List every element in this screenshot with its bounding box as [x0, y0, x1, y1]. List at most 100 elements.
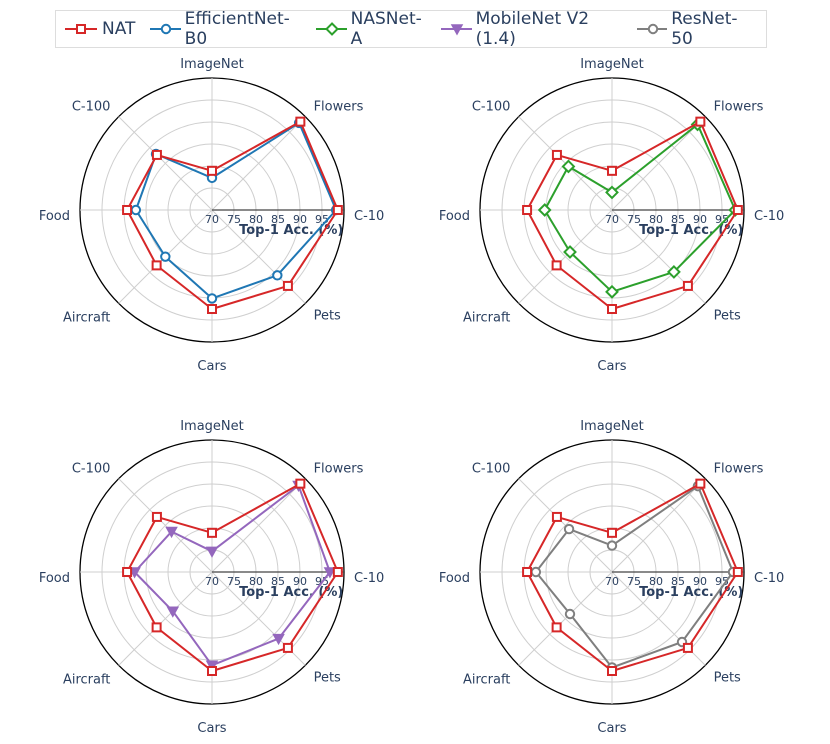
data-point-pets — [272, 270, 283, 281]
legend-label: NASNet-A — [350, 9, 422, 49]
axis-label-c-10: C-10 — [754, 209, 784, 224]
radial-tick-label: 80 — [649, 575, 663, 588]
data-point-flowers — [695, 116, 706, 127]
radial-tick-label: 80 — [649, 213, 663, 226]
data-point-imagenet — [606, 540, 618, 551]
data-point-c-100 — [561, 159, 576, 174]
grid-spoke — [518, 571, 613, 666]
axis-label-c-10: C-10 — [354, 209, 384, 224]
series-nat — [122, 116, 343, 314]
data-point-aircraft — [551, 260, 562, 271]
radial-tick-label: 90 — [693, 575, 707, 588]
radial-tick-label: 85 — [271, 213, 285, 226]
data-point-c-10 — [732, 567, 743, 577]
data-point-aircraft — [166, 606, 180, 618]
data-point-cars — [607, 304, 617, 314]
data-point-c-100 — [151, 149, 162, 160]
data-point-c-10 — [323, 567, 337, 579]
axis-label-pets: Pets — [714, 309, 741, 324]
legend-item-nasnet-a[interactable]: NASNet-A — [315, 9, 426, 49]
radial-tick-label: 85 — [271, 575, 285, 588]
radial-tick-label: 90 — [693, 213, 707, 226]
axis-label-flowers: Flowers — [714, 461, 764, 476]
radial-tick-label: 85 — [671, 575, 685, 588]
data-point-cars — [206, 293, 218, 304]
legend-item-nat[interactable]: NAT — [64, 19, 135, 39]
legend-label: ResNet-50 — [671, 9, 738, 49]
radial-tick-label: 70 — [205, 575, 219, 588]
legend-marker — [161, 23, 172, 35]
grid-spoke — [211, 116, 306, 211]
legend-symbol — [636, 23, 668, 35]
legend[interactable]: NAT EfficientNet-B0 NASNet-A MobileNet V2 (… — [55, 9, 767, 49]
legend-marker — [325, 22, 340, 36]
data-point-food — [522, 567, 533, 577]
radial-tick-label: 70 — [605, 213, 619, 226]
data-point-food — [130, 204, 142, 216]
radial-tick-label: 95 — [715, 575, 729, 588]
axis-label-imagenet: ImageNet — [580, 57, 644, 72]
data-point-c-100 — [551, 149, 562, 160]
series-efficientnet-b0 — [130, 117, 342, 304]
legend-symbol — [65, 24, 97, 34]
legend-marker — [451, 24, 464, 36]
legend-label: NAT — [102, 19, 136, 39]
data-point-food — [122, 567, 133, 577]
radial-tick-label: 90 — [293, 213, 307, 226]
radial-tick-label: 70 — [605, 575, 619, 588]
data-point-pets — [272, 633, 285, 646]
data-point-pets — [667, 265, 681, 279]
axis-label-c-100: C-100 — [72, 461, 111, 476]
axis-label-aircraft: Aircraft — [63, 673, 110, 688]
data-point-aircraft — [160, 251, 171, 262]
data-point-imagenet — [605, 185, 619, 200]
data-point-pets — [682, 642, 693, 653]
legend-item-mobilenet-v2-1-4[interactable]: MobileNet V2 (1.4) — [440, 9, 622, 49]
axis-label-cars: Cars — [197, 359, 226, 374]
data-point-pets — [282, 642, 293, 653]
radial-tick-label: 75 — [227, 575, 241, 588]
grid-spoke — [611, 478, 706, 573]
axis-label-flowers: Flowers — [314, 461, 364, 476]
data-point-flowers — [695, 478, 706, 489]
data-point-pets — [682, 280, 693, 291]
series-nat — [522, 116, 743, 314]
data-point-c-10 — [332, 567, 343, 577]
radial-tick-label: 70 — [205, 213, 219, 226]
data-point-c-10 — [332, 205, 343, 215]
grid-spoke — [211, 478, 306, 573]
radial-tick-label: 90 — [293, 575, 307, 588]
data-point-aircraft — [151, 622, 162, 633]
radial-tick-label: 75 — [627, 575, 641, 588]
axis-label-food: Food — [39, 209, 70, 224]
data-point-food — [122, 205, 133, 215]
axis-label-flowers: Flowers — [314, 99, 364, 114]
grid-spoke — [611, 116, 706, 211]
legend-marker — [647, 23, 659, 35]
axis-label-pets: Pets — [314, 309, 341, 324]
radial-axis-title: Top-1 Acc. (%) — [639, 585, 743, 600]
radial-tick-label: 75 — [227, 213, 241, 226]
data-point-cars — [607, 666, 617, 676]
radial-axis-title: Top-1 Acc. (%) — [239, 223, 343, 238]
data-point-aircraft — [563, 245, 577, 259]
axis-label-food: Food — [39, 571, 70, 586]
legend-item-efficientnet-b0[interactable]: EfficientNet-B0 — [149, 9, 301, 49]
axis-label-c-10: C-10 — [754, 571, 784, 586]
grid-spoke — [118, 116, 213, 211]
data-point-flowers — [295, 478, 306, 489]
data-point-cars — [605, 284, 619, 299]
legend-label: MobileNet V2 (1.4) — [475, 9, 590, 49]
legend-item-resnet-50[interactable]: ResNet-50 — [636, 9, 752, 49]
data-point-cars — [205, 660, 219, 672]
legend-symbol — [316, 22, 347, 36]
axis-label-flowers: Flowers — [714, 99, 764, 114]
data-point-flowers — [295, 116, 306, 127]
series-nat — [522, 478, 743, 676]
data-point-imagenet — [207, 527, 217, 538]
data-point-cars — [207, 666, 217, 676]
radial-tick-label: 75 — [627, 213, 641, 226]
